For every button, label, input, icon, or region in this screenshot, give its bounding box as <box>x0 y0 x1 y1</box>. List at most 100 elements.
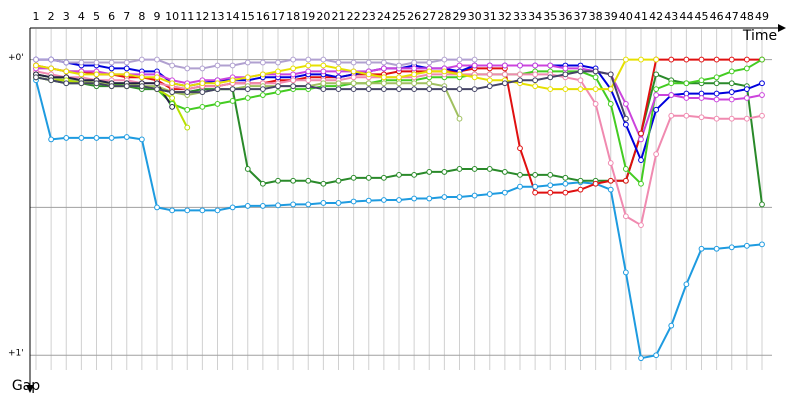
data-point <box>411 59 418 66</box>
data-point <box>320 80 327 87</box>
data-point <box>184 124 191 131</box>
data-point <box>365 197 372 204</box>
data-point <box>532 83 539 90</box>
data-point <box>259 59 266 66</box>
data-point <box>668 322 675 329</box>
x-tick-label: 37 <box>574 10 588 23</box>
data-point <box>380 65 387 72</box>
data-point <box>441 194 448 200</box>
x-tick-label: 23 <box>362 10 376 23</box>
data-point <box>305 201 312 208</box>
data-point <box>713 74 720 81</box>
data-point <box>335 177 342 184</box>
x-tick-label: 17 <box>271 10 285 23</box>
data-point <box>396 74 402 81</box>
data-point <box>577 86 584 93</box>
data-point <box>320 200 327 206</box>
data-point <box>259 180 266 187</box>
x-tick-label: 4 <box>78 10 85 23</box>
data-point <box>169 89 176 95</box>
data-point <box>350 80 357 87</box>
x-tick-label: 29 <box>453 10 467 23</box>
data-point <box>532 171 539 178</box>
x-tick-label: 6 <box>108 10 115 23</box>
data-point <box>214 86 221 93</box>
data-point <box>456 166 463 172</box>
data-point <box>426 169 433 175</box>
data-point <box>713 245 720 252</box>
data-point <box>396 197 402 203</box>
data-point <box>532 62 539 69</box>
data-point <box>184 106 191 113</box>
data-point <box>486 191 493 197</box>
data-point <box>743 56 750 63</box>
x-tick-label: 25 <box>392 10 406 23</box>
data-point <box>622 213 629 220</box>
x-tick-label: 48 <box>740 10 754 23</box>
data-point <box>78 71 85 78</box>
data-point <box>683 56 690 63</box>
data-point <box>365 80 372 87</box>
series-line <box>35 73 173 108</box>
data-point <box>456 56 463 63</box>
data-point <box>547 182 554 189</box>
data-point <box>486 166 493 172</box>
data-point <box>759 56 765 63</box>
data-point <box>335 86 342 93</box>
data-point <box>743 65 750 72</box>
x-tick-label: 40 <box>619 10 633 23</box>
data-point <box>380 74 387 81</box>
data-point <box>78 80 85 87</box>
x-tick-label: 3 <box>63 10 70 23</box>
data-point <box>728 244 735 251</box>
data-point <box>63 135 70 141</box>
data-point <box>638 157 644 163</box>
data-point <box>471 166 478 172</box>
data-point <box>698 77 705 84</box>
data-point <box>138 56 145 63</box>
data-point <box>365 71 372 78</box>
data-point <box>759 112 765 119</box>
data-point <box>123 83 130 90</box>
data-point <box>471 74 478 81</box>
data-point <box>638 130 644 137</box>
data-point <box>713 90 720 97</box>
x-tick-label: 13 <box>211 10 225 23</box>
data-point <box>290 65 297 72</box>
data-point <box>320 62 327 69</box>
data-point <box>184 65 191 72</box>
data-point <box>441 86 448 93</box>
data-point <box>138 83 145 90</box>
data-point <box>683 80 690 87</box>
data-point <box>471 86 478 93</box>
data-point <box>622 177 629 184</box>
data-point <box>290 56 297 63</box>
data-point <box>728 56 735 63</box>
data-point <box>562 86 569 93</box>
data-point <box>259 203 266 209</box>
data-point <box>244 59 251 66</box>
data-point <box>259 71 266 78</box>
data-point <box>713 96 720 103</box>
data-point <box>305 177 312 184</box>
data-point <box>380 59 387 66</box>
data-point <box>350 59 357 66</box>
x-tick-label: 35 <box>543 10 557 23</box>
data-point <box>638 56 644 63</box>
data-point <box>532 189 539 196</box>
data-point <box>320 180 327 187</box>
data-point <box>275 59 281 66</box>
data-point <box>759 92 765 98</box>
data-point <box>622 115 629 122</box>
data-point <box>713 80 720 87</box>
x-axis-label: Time <box>742 28 777 44</box>
data-point <box>320 56 327 63</box>
data-point <box>532 77 539 84</box>
data-point <box>411 65 418 72</box>
data-point <box>108 71 115 78</box>
data-point <box>562 189 569 196</box>
x-tick-label: 14 <box>226 10 240 23</box>
data-point <box>653 71 660 78</box>
data-point <box>108 135 115 141</box>
data-point <box>305 56 312 63</box>
